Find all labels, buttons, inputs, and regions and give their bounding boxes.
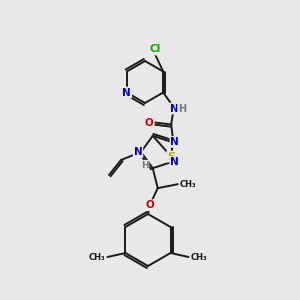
Text: N: N	[170, 157, 179, 167]
Text: H: H	[178, 103, 186, 113]
Text: CH₃: CH₃	[190, 253, 207, 262]
Text: Cl: Cl	[150, 44, 161, 55]
Text: CH₃: CH₃	[180, 180, 196, 189]
Text: O: O	[146, 200, 154, 210]
Text: H: H	[141, 161, 148, 170]
Text: N: N	[122, 88, 131, 98]
Text: CH₃: CH₃	[89, 253, 106, 262]
Text: O: O	[145, 118, 154, 128]
Text: N: N	[170, 103, 178, 113]
Text: S: S	[167, 152, 175, 161]
Text: N: N	[134, 147, 142, 157]
Text: N: N	[170, 137, 179, 147]
